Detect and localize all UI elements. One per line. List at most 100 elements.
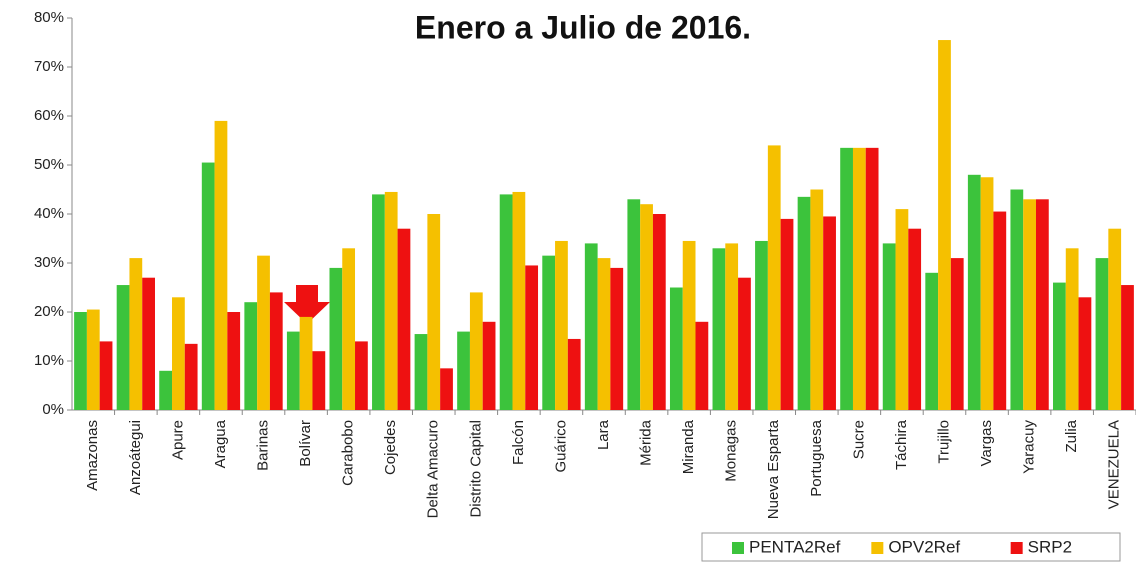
bar	[201, 162, 215, 410]
x-tick-label: Delta Amacuro	[425, 420, 442, 518]
bar	[384, 191, 398, 410]
x-tick-label: Anzoátegui	[127, 420, 144, 495]
bar	[938, 40, 951, 411]
x-tick-label: Carabobo	[340, 420, 357, 486]
bar	[74, 312, 87, 410]
bar	[329, 267, 343, 410]
bar	[797, 196, 811, 410]
y-tick-label: 10%	[34, 352, 64, 369]
bar	[342, 248, 356, 410]
y-tick-label: 40%	[34, 205, 64, 222]
x-tick-label: Amazonas	[84, 420, 101, 491]
bar	[1108, 228, 1122, 410]
bar	[895, 209, 909, 410]
legend-swatch	[732, 542, 744, 554]
bar	[159, 370, 173, 410]
bar	[414, 334, 428, 410]
arrow-icon	[284, 285, 330, 324]
bar	[1121, 285, 1134, 410]
bar	[286, 331, 300, 410]
bar	[780, 218, 794, 410]
x-tick-label: Cojedes	[382, 420, 399, 475]
bar	[967, 174, 981, 410]
bar	[440, 368, 453, 410]
bar	[584, 243, 598, 410]
x-tick-label: Trujillo	[935, 420, 952, 464]
bar	[469, 292, 483, 410]
bar	[184, 343, 198, 410]
bar	[482, 321, 496, 410]
bar	[542, 255, 556, 410]
x-tick-label: Barinas	[254, 420, 271, 471]
x-tick-label: Sucre	[850, 420, 867, 459]
bar	[755, 240, 768, 410]
bar	[499, 194, 513, 410]
bar	[142, 277, 155, 410]
bar	[738, 277, 751, 410]
bar	[767, 145, 781, 410]
bar	[925, 272, 939, 410]
x-tick-label: Aragua	[212, 419, 229, 468]
bar	[427, 214, 441, 410]
x-tick-label: Guárico	[552, 420, 569, 473]
bar	[227, 312, 241, 410]
bar	[725, 243, 739, 410]
bar	[116, 285, 130, 410]
bar	[172, 297, 185, 410]
bar	[882, 243, 896, 410]
bar	[810, 189, 824, 410]
bar	[610, 267, 624, 410]
x-tick-label: Zulia	[1063, 419, 1080, 452]
legend-label: PENTA2Ref	[749, 537, 841, 556]
bar	[457, 331, 470, 410]
bar	[355, 341, 368, 410]
x-tick-label: Bolívar	[297, 420, 314, 467]
bar	[712, 248, 726, 410]
x-tick-label: Lara	[595, 419, 612, 450]
x-tick-label: Yaracuy	[1021, 420, 1038, 474]
y-tick-label: 20%	[34, 303, 64, 320]
x-tick-label: Monagas	[723, 420, 740, 482]
bar	[86, 309, 100, 410]
chart-title: Enero a Julio de 2016.	[415, 9, 751, 45]
x-tick-label: Táchira	[893, 419, 910, 470]
legend-label: SRP2	[1028, 537, 1072, 556]
bar	[372, 194, 385, 410]
bar	[244, 302, 258, 410]
bar	[627, 199, 641, 410]
bar	[214, 120, 228, 411]
y-tick-label: 30%	[34, 254, 64, 271]
x-tick-label: Falcón	[510, 420, 527, 465]
x-tick-label: Portuguesa	[808, 419, 825, 496]
x-tick-label: Apure	[169, 420, 186, 460]
y-tick-label: 0%	[42, 401, 64, 418]
bar	[299, 316, 313, 410]
x-tick-label: Mérida	[638, 419, 655, 466]
bar	[597, 258, 611, 410]
bar	[1095, 258, 1109, 410]
bar	[312, 351, 326, 410]
x-tick-label: Vargas	[978, 420, 995, 466]
legend-swatch	[871, 542, 884, 554]
bar	[1078, 297, 1092, 410]
x-tick-label: Miranda	[680, 419, 697, 474]
bar	[908, 228, 922, 410]
bar	[1035, 199, 1049, 410]
bar	[129, 258, 143, 410]
bar	[865, 147, 879, 410]
bar	[99, 341, 113, 410]
legend-swatch	[1010, 542, 1023, 554]
x-tick-label: Distrito Capital	[467, 420, 484, 518]
bar	[512, 191, 526, 410]
y-tick-label: 50%	[34, 156, 64, 173]
bar	[993, 211, 1007, 410]
bar	[695, 321, 709, 410]
bar	[980, 177, 994, 410]
legend-box	[701, 532, 1121, 562]
y-tick-label: 70%	[34, 58, 64, 75]
y-tick-label: 80%	[34, 9, 64, 26]
bar	[682, 240, 696, 410]
x-tick-label: Nueva Esparta	[765, 419, 782, 519]
